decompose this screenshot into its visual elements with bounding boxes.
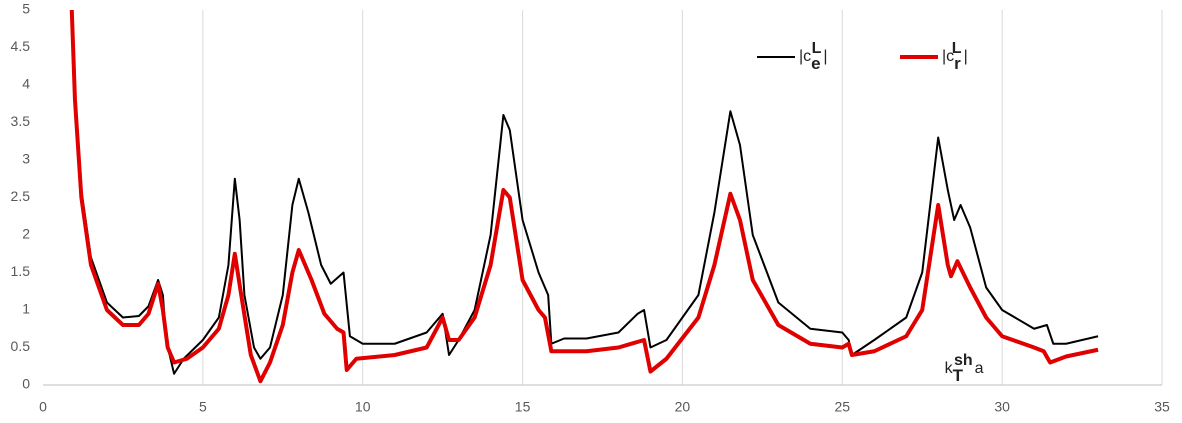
y-tick-label: 2.5 [11,188,31,204]
legend-label: |crL | [942,40,968,73]
x-tick-label: 5 [199,399,207,415]
text-part: | [823,48,827,65]
text-part: k [945,360,954,377]
y-tick-label: 0.5 [11,338,31,354]
text-part: |c [799,48,811,65]
y-tick-label: 5 [22,1,30,17]
x-tick-label: 25 [834,399,850,415]
x-tick-label: 35 [1154,399,1170,415]
line [70,10,1099,375]
text-part: | [964,48,968,65]
x-tick-label: 0 [39,399,47,415]
y-tick-label: 0 [22,376,30,392]
x-tick-label: 15 [515,399,531,415]
y-tick-label: 1.5 [11,263,31,279]
y-tick-label: 3 [22,151,30,167]
annotation: kTsh a [945,352,984,385]
x-tick-label: 10 [355,399,371,415]
x-tick-label: 30 [994,399,1010,415]
subscript: e [811,54,820,73]
x-tick-label: 20 [675,399,691,415]
y-tick-label: 4.5 [11,38,31,54]
text-part: |c [942,48,954,65]
superscript: sh [954,352,973,369]
y-tick-label: 3.5 [11,113,31,129]
legend-label: |ceL | [799,40,828,73]
subscript: T [953,366,964,385]
y-tick-label: 2 [22,226,30,242]
text-part: a [975,360,984,377]
superscript: L [812,40,822,57]
line [69,10,1099,384]
y-tick-label: 4 [22,76,30,92]
superscript: L [952,40,962,57]
y-tick-label: 1 [22,301,30,317]
subscript: r [954,54,961,73]
